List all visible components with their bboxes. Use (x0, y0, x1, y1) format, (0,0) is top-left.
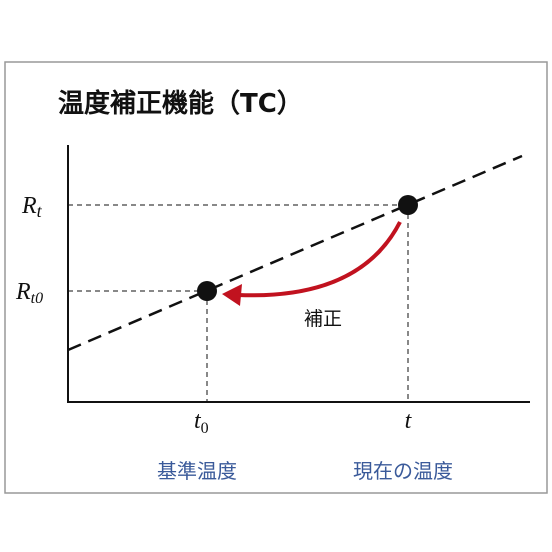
correction-arrow (237, 221, 402, 298)
guides (68, 204, 409, 402)
y-label: Rt0 (15, 279, 43, 307)
annotation: 補正 (304, 308, 342, 330)
label-main: t (194, 408, 202, 434)
x-label: t0 (194, 408, 209, 437)
y-label: Rt (21, 193, 43, 221)
label-sub: t0 (31, 290, 43, 307)
caption: 現在の温度 (353, 459, 453, 483)
label-main: t (405, 408, 413, 434)
caption: 基準温度 (157, 459, 237, 483)
point (398, 195, 418, 215)
label-main: R (15, 279, 31, 305)
trend-line (67, 154, 523, 352)
label-sub: 0 (201, 420, 209, 437)
label-sub: t (37, 201, 43, 221)
arrow-head (222, 284, 242, 306)
label-main: R (21, 193, 37, 219)
frame (4, 61, 548, 494)
x-label: t (405, 408, 413, 434)
point (197, 281, 217, 301)
title: 温度補正機能（TC） (58, 88, 303, 119)
